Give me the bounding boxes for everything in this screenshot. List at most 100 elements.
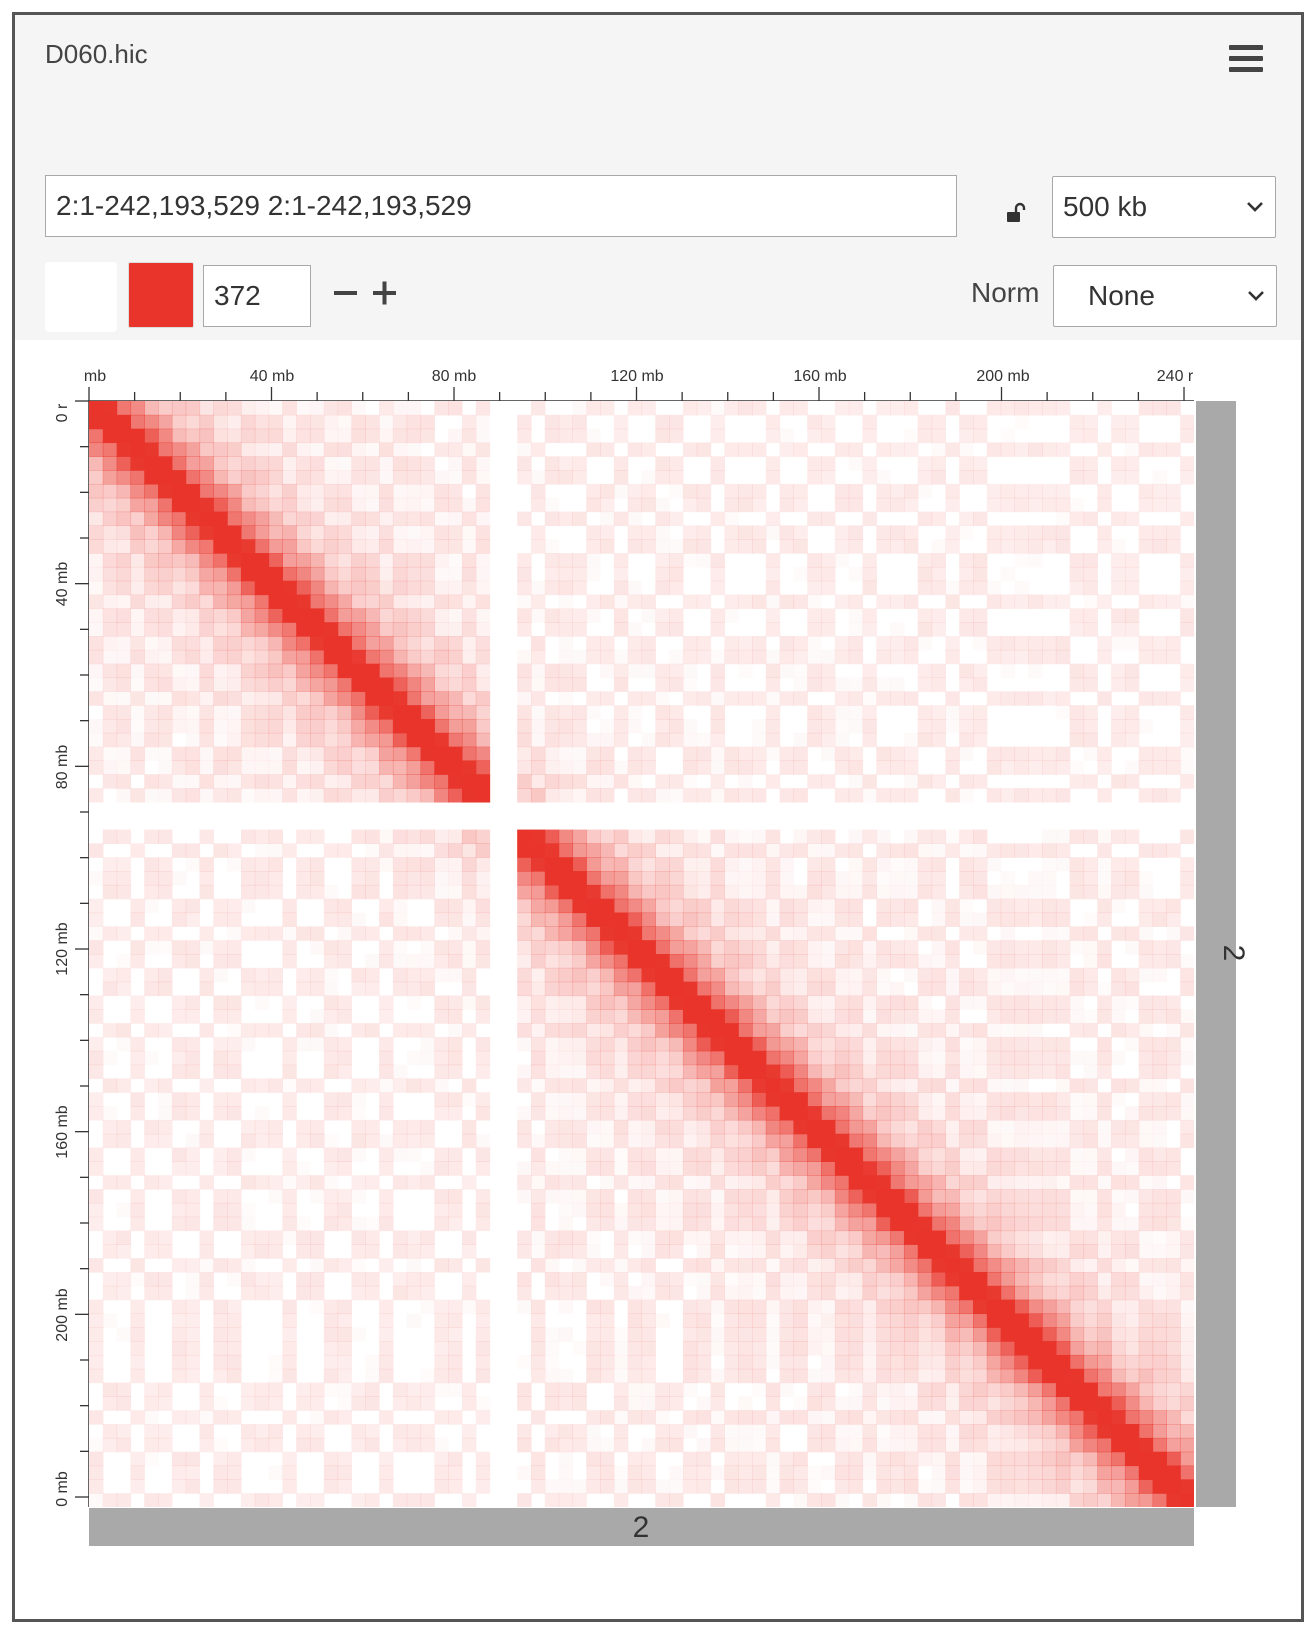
heatmap-cell [406,1437,422,1453]
heatmap-cell [434,1078,448,1092]
heatmap-cell [351,1396,366,1411]
heatmap-cell [1097,1036,1112,1052]
heatmap-cell [959,705,974,720]
heatmap-cell [323,1327,339,1342]
heatmap-cell [613,857,629,872]
heatmap-cell [1042,857,1056,871]
heatmap-cell [1153,470,1167,484]
heatmap-cell [351,1271,366,1287]
heatmap-cell [1166,1216,1181,1232]
contact-heatmap[interactable] [89,401,1195,1508]
heatmap-cell [531,981,546,997]
heatmap-cell [696,1258,712,1273]
heatmap-cell [475,1189,491,1204]
heatmap-cell [338,456,352,470]
heatmap-cell [710,1216,725,1232]
heatmap-cell [116,622,132,637]
heatmap-cell [1124,1078,1140,1093]
heatmap-cell [821,884,836,900]
heatmap-cell [213,1396,227,1410]
heatmap-cell [655,566,670,582]
heatmap-cell [738,884,753,900]
heatmap-cell [986,1036,1002,1052]
heatmap-cell [475,718,491,734]
heatmap-cell [213,788,228,803]
heatmap-cell [1180,470,1194,485]
heatmap-cell [793,1368,808,1384]
heatmap-cell [848,525,864,540]
high-color-swatch[interactable] [128,262,194,328]
heatmap-cell [379,1036,394,1052]
heatmap-cell [461,1285,477,1301]
left-ruler[interactable]: 0 r 40 mb 80 mb 120 mb 160 mb 200 mb 0 m… [54,400,90,1507]
locus-input[interactable] [45,175,957,237]
heatmap-cell [600,1106,615,1121]
heatmap-cell [379,1202,394,1218]
heatmap-cell [655,1189,669,1203]
color-scale-input[interactable] [203,265,311,327]
heatmap-cell [158,926,173,941]
heatmap-cell [682,788,698,803]
heatmap-cell [1166,1382,1181,1397]
heatmap-cell [282,1258,297,1273]
heatmap-cell [531,1036,546,1052]
heatmap-cell [627,1451,643,1467]
heatmap-cell [710,1327,725,1342]
heatmap-cell [931,1313,946,1328]
heatmap-cell [1070,940,1084,954]
heatmap-cell [213,898,228,914]
heatmap-cell [903,954,919,969]
heatmap-cell [434,608,449,623]
heatmap-cell [199,1078,214,1093]
heatmap-cell [351,871,366,886]
heatmap-cell [1180,595,1194,609]
heatmap-cell [199,649,214,665]
heatmap-cell [379,1354,394,1370]
plus-icon[interactable] [372,280,398,306]
heatmap-cell [973,1147,988,1162]
heatmap-cell [1055,1133,1071,1149]
hamburger-menu-icon[interactable] [1229,45,1263,75]
heatmap-cell [1000,1036,1016,1052]
heatmap-cell [475,511,491,527]
norm-select[interactable]: None [1053,265,1277,327]
top-ruler[interactable]: mb 40 mb 80 mb 120 mb 160 mb 200 mb 240 … [84,368,1194,402]
heatmap-cell [1124,1271,1140,1287]
heatmap-cell [1042,926,1056,940]
heatmap-cell [144,1410,158,1424]
heatmap-cell [240,1023,256,1038]
heatmap-cell [448,1354,463,1370]
low-color-swatch[interactable] [45,262,117,332]
heatmap-cell [531,995,546,1010]
heatmap-cell [434,1216,449,1232]
heatmap-cell [282,636,297,651]
heatmap-cell [448,622,463,637]
heatmap-cell [1014,1202,1029,1218]
heatmap-cell [613,898,629,914]
heatmap-cell [1028,664,1042,678]
heatmap-cell [461,677,477,692]
heatmap-cell [130,1036,145,1052]
heatmap-cell [1069,732,1085,748]
heatmap-cell [1000,1313,1016,1328]
heatmap-cell [849,774,863,788]
heatmap-cell [517,677,532,692]
unlock-icon[interactable] [1005,202,1027,224]
heatmap-cell [517,1133,532,1149]
heatmap-cell [379,1465,394,1480]
heatmap-cell [627,981,643,997]
resolution-select[interactable]: 500 kb [1052,176,1276,238]
heatmap-cell [1180,1368,1194,1384]
heatmap-cell [834,1023,850,1038]
heatmap-cell [586,429,600,443]
heatmap-cell [710,553,725,568]
heatmap-cell [586,1354,601,1370]
minus-icon[interactable] [333,280,359,306]
heatmap-cell [973,1078,988,1093]
heatmap-cell [337,1161,353,1176]
heatmap-cell [586,1092,601,1107]
heatmap-cell [448,705,463,720]
heatmap-cell [862,1023,877,1038]
heatmap-cell [1014,912,1029,927]
heatmap-cell [890,1092,905,1107]
